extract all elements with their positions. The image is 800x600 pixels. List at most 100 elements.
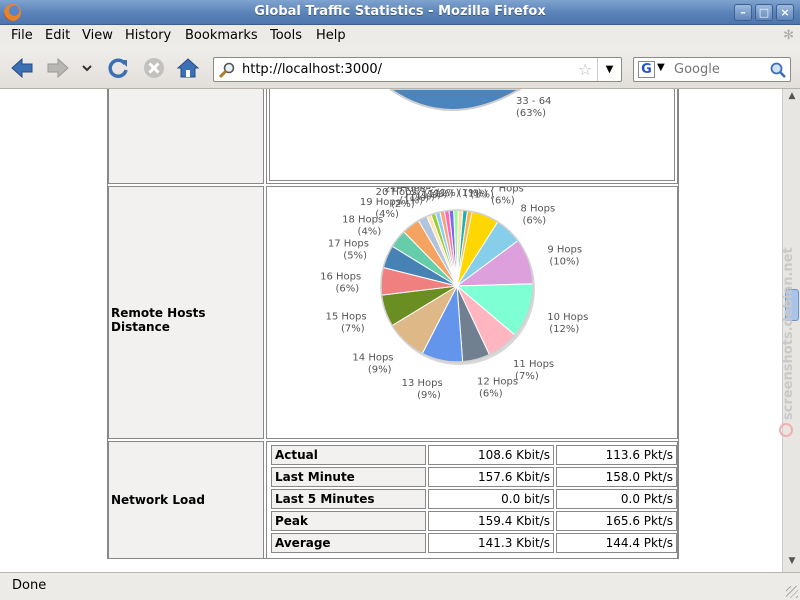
watermark-logo-icon	[779, 423, 793, 437]
pie-slice-label: 17 Hops	[328, 238, 369, 249]
pie-slice-label: 16 Hops	[320, 272, 361, 283]
pie-slice-label: 18 Hops	[342, 214, 383, 225]
remote-hosts-pie-chart: 7 Hops(6%)8 Hops(6%)9 Hops(10%)10 Hops(1…	[320, 187, 588, 401]
pie-slice-pct: (1%)	[458, 188, 482, 199]
watermark-text: screenshots.debian.net	[781, 247, 796, 420]
pie-slice-pct: (9%)	[417, 390, 441, 401]
scroll-up-arrow-icon[interactable]: ▲	[788, 91, 796, 101]
url-bar[interactable]: ☆ ▼	[213, 57, 622, 82]
pie-slice-label: 7 Hops	[489, 187, 524, 194]
load-row-label: Peak	[271, 511, 426, 531]
pie-slice-label: 12 Hops	[477, 377, 518, 388]
maximize-button[interactable]: □	[755, 4, 773, 21]
stop-icon[interactable]	[142, 56, 166, 80]
scrollbar-thumb[interactable]	[785, 289, 799, 321]
history-dropdown-icon[interactable]	[80, 56, 94, 80]
load-row-bits: 157.6 Kbit/s	[428, 467, 554, 487]
table-row: Actual 108.6 Kbit/s 113.6 Pkt/s	[271, 445, 677, 465]
bookmark-star-icon[interactable]: ☆	[578, 60, 593, 79]
pie-slice-label: 21 Hops	[384, 187, 425, 194]
title-bar: Global Traffic Statistics - Mozilla Fire…	[0, 0, 800, 25]
resize-grip[interactable]	[786, 586, 798, 598]
pie-slice-label: 23 Hops	[396, 187, 437, 190]
pie-slice-pct: (7%)	[341, 323, 365, 334]
prev-pie-pct: (63%)	[516, 108, 547, 119]
forward-arrow-icon[interactable]	[46, 56, 70, 80]
network-load-table: Actual 108.6 Kbit/s 113.6 Pkt/s Last Minute…	[269, 443, 679, 555]
load-row-pkts: 165.6 Pkt/s	[556, 511, 677, 531]
table-row: Last Minute 157.6 Kbit/s 158.0 Pkt/s	[271, 467, 677, 487]
load-row-label: Last Minute	[271, 467, 426, 487]
pie-slice-pct: (4%)	[375, 209, 399, 220]
pie-slice-pct: (1%)	[405, 193, 429, 204]
load-row-label: Average	[271, 533, 426, 553]
pie-slice-pct: (1%)	[411, 191, 435, 202]
pie-outline	[380, 209, 534, 363]
pie-slice-pct: (10%)	[549, 257, 579, 268]
search-input[interactable]	[674, 60, 769, 79]
vertical-scrollbar[interactable]: ▲ ▼	[782, 89, 800, 572]
pie-slice-label: 22 Hops	[390, 187, 431, 192]
close-button[interactable]: ×	[776, 4, 794, 21]
pie-slice-label: 11 Hops	[513, 359, 554, 370]
menu-bar: File Edit View History Bookmarks Tools H…	[0, 25, 800, 47]
pie-slice-label: 13 Hops	[402, 378, 443, 389]
pie-slice-pct: (6%)	[336, 284, 360, 295]
pie-slice-pct: (5%)	[343, 250, 367, 261]
minimize-button[interactable]: –	[734, 4, 752, 21]
pie-slice-pct: (1%)	[400, 195, 424, 206]
prev-section-label-cell	[108, 89, 264, 184]
menu-history[interactable]: History	[125, 28, 172, 43]
search-icon[interactable]	[769, 61, 787, 79]
url-input[interactable]	[242, 60, 582, 79]
menu-view[interactable]: View	[82, 28, 113, 43]
load-row-pkts: 158.0 Pkt/s	[556, 467, 677, 487]
back-arrow-icon[interactable]	[10, 56, 34, 80]
pie-slice-pct: (1%)	[417, 190, 441, 201]
load-row-pkts: 0.0 Pkt/s	[556, 489, 677, 509]
search-bar[interactable]: G ▼	[633, 57, 791, 82]
pie-slice-pct: (6%)	[491, 195, 515, 206]
scroll-down-arrow-icon[interactable]: ▼	[788, 556, 796, 566]
menu-edit[interactable]: Edit	[45, 28, 71, 43]
remote-hosts-chart-cell: 7 Hops (6%) 8 Hops (6%) 9 Hops (10%) 10 Hops (1…	[266, 186, 678, 439]
menu-help[interactable]: Help	[316, 28, 346, 43]
pie-slice-label: 15 Hops	[326, 311, 367, 322]
pie-slice-label: 14 Hops	[352, 353, 393, 364]
prev-pie-slice	[390, 89, 522, 111]
window-title: Global Traffic Statistics - Mozilla Fire…	[254, 4, 546, 19]
page-content: 33 - 64 (63%) Remote Hosts Distance 7 Ho…	[0, 89, 782, 572]
pie-slice-label: 24 Hops	[402, 187, 443, 189]
load-row-bits: 108.6 Kbit/s	[428, 445, 554, 465]
throbber-icon: ✻	[783, 28, 794, 43]
status-text: Done	[12, 578, 47, 593]
remote-hosts-distance-label: Remote Hosts Distance	[111, 306, 206, 334]
url-dropdown-button[interactable]: ▼	[597, 58, 621, 81]
menu-file[interactable]: File	[11, 28, 33, 43]
search-engine-google-icon[interactable]: G	[638, 61, 655, 78]
pie-slice-pct: (7%)	[515, 371, 539, 382]
load-row-bits: 0.0 bit/s	[428, 489, 554, 509]
pie-slice-pct: (9%)	[368, 365, 392, 376]
prev-pie-label: 33 - 64	[516, 96, 552, 107]
table-row: Average 141.3 Kbit/s 144.4 Pkt/s	[271, 533, 677, 553]
status-bar: Done	[0, 572, 800, 600]
reload-icon[interactable]	[106, 56, 130, 80]
pie-slice-pct: (6%)	[479, 389, 503, 400]
load-row-bits: 159.4 Kbit/s	[428, 511, 554, 531]
network-load-label-cell: Network Load	[108, 441, 264, 559]
load-row-label: Actual	[271, 445, 426, 465]
table-row: Last 5 Minutes 0.0 bit/s 0.0 Pkt/s	[271, 489, 677, 509]
remote-hosts-label-cell: Remote Hosts Distance	[108, 186, 264, 439]
pie-slice-pct: (1%)	[430, 188, 454, 199]
search-engine-dropdown-icon[interactable]: ▼	[657, 62, 665, 73]
menu-tools[interactable]: Tools	[270, 28, 303, 43]
pie-slice-pct: (1%)	[470, 189, 494, 200]
site-identity-icon[interactable]	[218, 61, 236, 79]
pie-slice-pct: (1%)	[424, 189, 448, 200]
pie-slice-pct: (12%)	[549, 324, 579, 335]
home-icon[interactable]	[176, 56, 200, 80]
load-row-pkts: 144.4 Pkt/s	[556, 533, 677, 553]
menu-bookmarks[interactable]: Bookmarks	[185, 28, 258, 43]
